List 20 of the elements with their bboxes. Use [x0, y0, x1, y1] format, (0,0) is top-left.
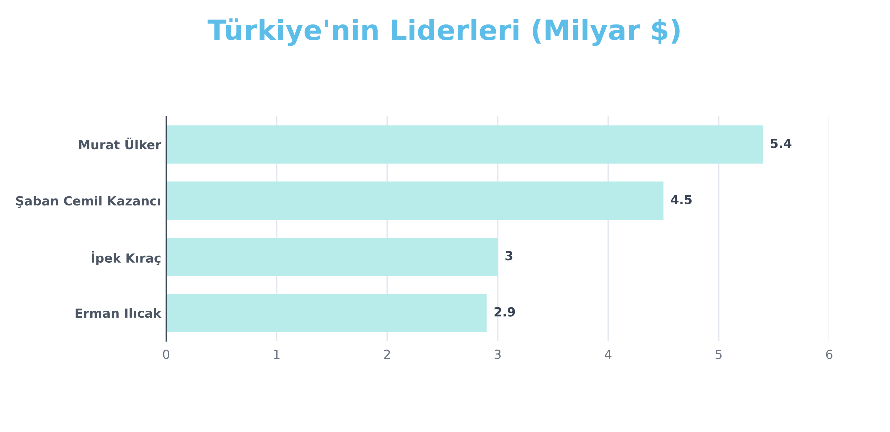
- x-tick-label: 6: [826, 350, 833, 360]
- x-tick-label: 1: [274, 350, 280, 360]
- data-label: 3: [506, 251, 513, 261]
- x-tick-label: 0: [163, 350, 170, 360]
- bar: [166, 126, 764, 164]
- y-tick-label: Şaban Cemil Kazancı: [16, 196, 161, 208]
- x-tick-label: 3: [494, 350, 501, 360]
- data-label: 2.9: [494, 307, 516, 317]
- bar: [166, 182, 664, 220]
- x-tick-label: 4: [605, 350, 612, 360]
- data-label: 5.4: [771, 139, 792, 148]
- bar: [166, 238, 498, 276]
- x-tick-label: 2: [384, 350, 390, 360]
- chart-title: Türkiye'nin Liderleri (Milyar $): [208, 18, 680, 46]
- y-tick-label: Murat Ülker: [79, 138, 162, 150]
- data-label: 4.5: [671, 195, 692, 205]
- y-tick-label: Erman Ilıcak: [76, 308, 162, 318]
- x-tick-label: 5: [716, 350, 722, 360]
- y-tick-label: İpek Kıraç: [92, 251, 161, 266]
- bar: [166, 294, 487, 332]
